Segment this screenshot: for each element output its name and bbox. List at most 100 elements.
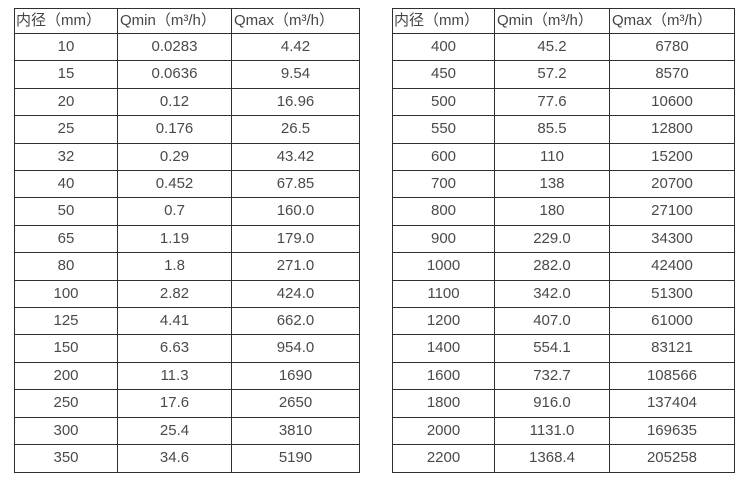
- column-header-diameter: 内径（mm）: [14, 8, 118, 34]
- diameter-cell: 250: [14, 389, 118, 418]
- qmin-cell: 4.41: [117, 307, 232, 336]
- qmax-cell: 137404: [609, 389, 735, 418]
- table-row: 600 110 15200: [392, 142, 735, 172]
- table-row: 80 1.8 271.0: [14, 252, 360, 281]
- qmin-cell: 407.0: [494, 307, 610, 336]
- diameter-cell: 800: [392, 197, 495, 226]
- diameter-cell: 300: [14, 416, 118, 446]
- column-header-qmin: Qmin（m³/h）: [117, 8, 232, 34]
- qmax-cell: 34300: [609, 224, 735, 254]
- diameter-cell: 20: [14, 87, 118, 117]
- table-row: 50 0.7 160.0: [14, 197, 360, 226]
- qmin-cell: 34.6: [117, 444, 232, 473]
- table-row: 550 85.5 12800: [392, 115, 735, 144]
- table-row: 150 6.63 954.0: [14, 334, 360, 363]
- qmin-cell: 25.4: [117, 416, 232, 446]
- diameter-cell: 15: [14, 60, 118, 89]
- qmax-cell: 271.0: [231, 252, 360, 281]
- table-row: 125 4.41 662.0: [14, 307, 360, 336]
- qmin-cell: 17.6: [117, 389, 232, 418]
- qmin-cell: 0.0636: [117, 60, 232, 89]
- qmax-cell: 27100: [609, 197, 735, 226]
- diameter-cell: 100: [14, 279, 118, 309]
- diameter-cell: 2000: [392, 416, 495, 446]
- table-row: 1800 916.0 137404: [392, 389, 735, 418]
- qmax-cell: 15200: [609, 142, 735, 172]
- table-row: 25 0.176 26.5: [14, 115, 360, 144]
- qmin-cell: 11.3: [117, 361, 232, 391]
- qmax-cell: 43.42: [231, 142, 360, 172]
- diameter-cell: 1400: [392, 334, 495, 363]
- table-row: 15 0.0636 9.54: [14, 60, 360, 89]
- column-header-diameter: 内径（mm）: [392, 8, 495, 34]
- diameter-cell: 400: [392, 32, 495, 62]
- diameter-cell: 40: [14, 170, 118, 199]
- qmax-cell: 205258: [609, 444, 735, 473]
- flow-spec-tables: 内径（mm） Qmin（m³/h） Qmax（m³/h） 10 0.0283 4.4…: [14, 8, 735, 473]
- table-row: 65 1.19 179.0: [14, 224, 360, 254]
- table-row: 450 57.2 8570: [392, 60, 735, 89]
- table-row: 1000 282.0 42400: [392, 252, 735, 281]
- table-row: 20 0.12 16.96: [14, 87, 360, 117]
- diameter-cell: 1000: [392, 252, 495, 281]
- flow-table-small-diameters: 内径（mm） Qmin（m³/h） Qmax（m³/h） 10 0.0283 4.4…: [14, 8, 360, 473]
- qmin-cell: 0.29: [117, 142, 232, 172]
- diameter-cell: 10: [14, 32, 118, 62]
- qmax-cell: 160.0: [231, 197, 360, 226]
- table-row: 40 0.452 67.85: [14, 170, 360, 199]
- table-row: 1200 407.0 61000: [392, 307, 735, 336]
- qmin-cell: 2.82: [117, 279, 232, 309]
- qmin-cell: 732.7: [494, 361, 610, 391]
- qmax-cell: 4.42: [231, 32, 360, 62]
- flow-table-large-diameters: 内径（mm） Qmin（m³/h） Qmax（m³/h） 400 45.2 6780…: [392, 8, 735, 473]
- qmax-cell: 51300: [609, 279, 735, 309]
- table-row: 350 34.6 5190: [14, 444, 360, 473]
- qmax-cell: 67.85: [231, 170, 360, 199]
- diameter-cell: 700: [392, 170, 495, 199]
- qmin-cell: 45.2: [494, 32, 610, 62]
- qmax-cell: 3810: [231, 416, 360, 446]
- qmax-cell: 26.5: [231, 115, 360, 144]
- qmax-cell: 179.0: [231, 224, 360, 254]
- diameter-cell: 25: [14, 115, 118, 144]
- qmax-cell: 1690: [231, 361, 360, 391]
- diameter-cell: 150: [14, 334, 118, 363]
- table-row: 1100 342.0 51300: [392, 279, 735, 309]
- table-row: 800 180 27100: [392, 197, 735, 226]
- qmax-cell: 424.0: [231, 279, 360, 309]
- qmin-cell: 916.0: [494, 389, 610, 418]
- diameter-cell: 600: [392, 142, 495, 172]
- table-row: 1600 732.7 108566: [392, 361, 735, 391]
- qmin-cell: 6.63: [117, 334, 232, 363]
- qmax-cell: 20700: [609, 170, 735, 199]
- diameter-cell: 1200: [392, 307, 495, 336]
- qmin-cell: 0.176: [117, 115, 232, 144]
- qmax-cell: 10600: [609, 87, 735, 117]
- diameter-cell: 500: [392, 87, 495, 117]
- table-row: 200 11.3 1690: [14, 361, 360, 391]
- diameter-cell: 1100: [392, 279, 495, 309]
- qmax-cell: 12800: [609, 115, 735, 144]
- qmin-cell: 110: [494, 142, 610, 172]
- qmin-cell: 342.0: [494, 279, 610, 309]
- column-header-qmin: Qmin（m³/h）: [494, 8, 610, 34]
- table-row: 10 0.0283 4.42: [14, 32, 360, 62]
- table-row: 500 77.6 10600: [392, 87, 735, 117]
- table-row: 100 2.82 424.0: [14, 279, 360, 309]
- diameter-cell: 65: [14, 224, 118, 254]
- table-row: 2000 1131.0 169635: [392, 416, 735, 446]
- qmin-cell: 1.8: [117, 252, 232, 281]
- qmin-cell: 229.0: [494, 224, 610, 254]
- qmax-cell: 9.54: [231, 60, 360, 89]
- qmin-cell: 77.6: [494, 87, 610, 117]
- column-header-qmax: Qmax（m³/h）: [609, 8, 735, 34]
- qmax-cell: 108566: [609, 361, 735, 391]
- table-row: 2200 1368.4 205258: [392, 444, 735, 473]
- qmin-cell: 57.2: [494, 60, 610, 89]
- header-row: 内径（mm） Qmin（m³/h） Qmax（m³/h）: [392, 8, 735, 34]
- diameter-cell: 200: [14, 361, 118, 391]
- table-row: 250 17.6 2650: [14, 389, 360, 418]
- qmin-cell: 180: [494, 197, 610, 226]
- diameter-cell: 50: [14, 197, 118, 226]
